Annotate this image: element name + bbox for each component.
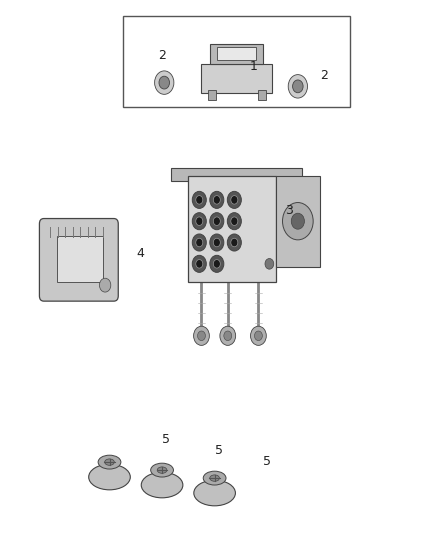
- Circle shape: [283, 203, 313, 240]
- Text: 3: 3: [285, 204, 293, 217]
- Circle shape: [213, 260, 220, 268]
- Circle shape: [265, 259, 274, 269]
- Circle shape: [224, 331, 232, 341]
- Ellipse shape: [98, 455, 121, 469]
- Circle shape: [159, 76, 170, 89]
- Circle shape: [213, 238, 220, 247]
- Circle shape: [293, 80, 303, 93]
- Ellipse shape: [88, 464, 131, 490]
- Circle shape: [210, 191, 224, 208]
- Circle shape: [291, 213, 304, 229]
- Circle shape: [198, 331, 205, 341]
- Circle shape: [192, 234, 206, 251]
- Circle shape: [231, 217, 238, 225]
- Circle shape: [227, 191, 241, 208]
- FancyBboxPatch shape: [201, 64, 272, 93]
- Circle shape: [227, 234, 241, 251]
- Circle shape: [196, 238, 203, 247]
- Bar: [123, 16, 350, 107]
- Circle shape: [210, 213, 224, 230]
- Ellipse shape: [105, 459, 114, 465]
- Circle shape: [196, 196, 203, 204]
- Circle shape: [227, 213, 241, 230]
- FancyBboxPatch shape: [276, 176, 320, 266]
- Text: 5: 5: [215, 444, 223, 457]
- Circle shape: [210, 255, 224, 272]
- Circle shape: [213, 217, 220, 225]
- FancyBboxPatch shape: [171, 168, 302, 181]
- FancyBboxPatch shape: [57, 236, 103, 282]
- Bar: [258, 90, 266, 100]
- Text: 2: 2: [158, 50, 166, 62]
- FancyBboxPatch shape: [188, 176, 276, 282]
- Text: 1: 1: [250, 60, 258, 73]
- Text: 5: 5: [263, 455, 271, 467]
- Text: 4: 4: [136, 247, 144, 260]
- Circle shape: [192, 191, 206, 208]
- FancyBboxPatch shape: [217, 47, 256, 60]
- Text: 5: 5: [162, 433, 170, 446]
- Circle shape: [155, 71, 174, 94]
- Circle shape: [251, 326, 266, 345]
- Circle shape: [220, 326, 236, 345]
- Ellipse shape: [194, 480, 236, 506]
- Circle shape: [99, 278, 111, 292]
- Circle shape: [288, 75, 307, 98]
- Circle shape: [210, 234, 224, 251]
- Bar: [208, 90, 216, 100]
- Circle shape: [196, 217, 203, 225]
- Ellipse shape: [151, 463, 173, 477]
- Circle shape: [213, 196, 220, 204]
- Circle shape: [196, 260, 203, 268]
- Circle shape: [231, 238, 238, 247]
- Circle shape: [254, 331, 262, 341]
- Ellipse shape: [141, 472, 183, 498]
- Circle shape: [192, 213, 206, 230]
- FancyBboxPatch shape: [210, 44, 263, 64]
- Ellipse shape: [157, 467, 167, 473]
- Text: 2: 2: [320, 69, 328, 82]
- Ellipse shape: [210, 475, 219, 481]
- Circle shape: [231, 196, 238, 204]
- Circle shape: [192, 255, 206, 272]
- Ellipse shape: [203, 471, 226, 485]
- Circle shape: [194, 326, 209, 345]
- FancyBboxPatch shape: [39, 219, 118, 301]
